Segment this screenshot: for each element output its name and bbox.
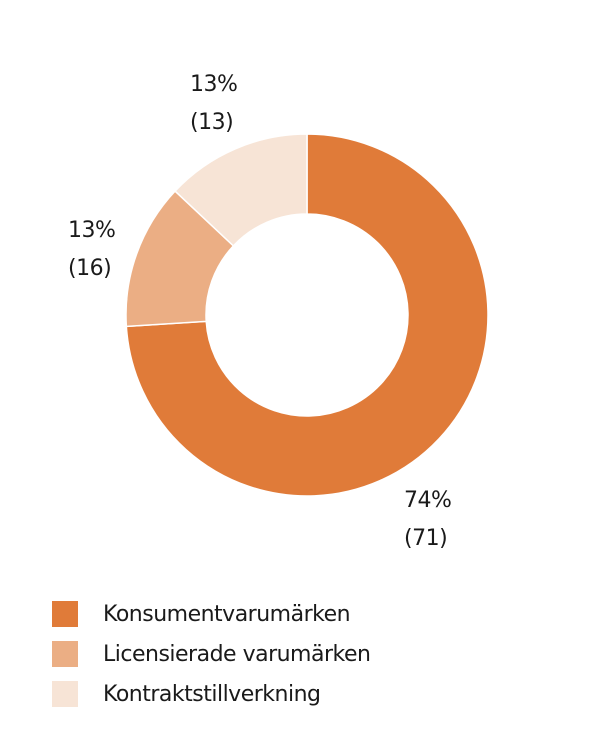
donut-chart: [125, 133, 489, 497]
legend-item: Kontraktstillverkning: [52, 674, 370, 714]
legend-item: Konsumentvarumärken: [52, 594, 370, 634]
legend: Konsumentvarumärken Licensierade varumär…: [52, 594, 371, 714]
legend-label: Konsumentvarumärken: [103, 601, 351, 627]
legend-label: Licensierade varumärken: [103, 641, 371, 667]
legend-label: Kontraktstillverkning: [103, 681, 321, 707]
slice-label-kontraktstillverkning: 13% (13): [190, 66, 238, 142]
donut-slice: [125, 133, 489, 497]
slice-percent: 13%: [190, 72, 238, 97]
slice-previous: (13): [190, 110, 234, 135]
legend-swatch: [52, 681, 78, 707]
slice-previous: (16): [68, 256, 112, 281]
slice-previous: (71): [404, 526, 448, 551]
slice-label-licensierade: 13% (16): [68, 212, 116, 288]
donut-slice: [173, 133, 308, 247]
slice-label-konsumentvarumarken: 74% (71): [404, 482, 452, 558]
legend-swatch: [52, 641, 78, 667]
slice-percent: 13%: [68, 218, 116, 243]
slice-percent: 74%: [404, 488, 452, 513]
legend-swatch: [52, 601, 78, 627]
legend-item: Licensierade varumärken: [52, 634, 371, 674]
